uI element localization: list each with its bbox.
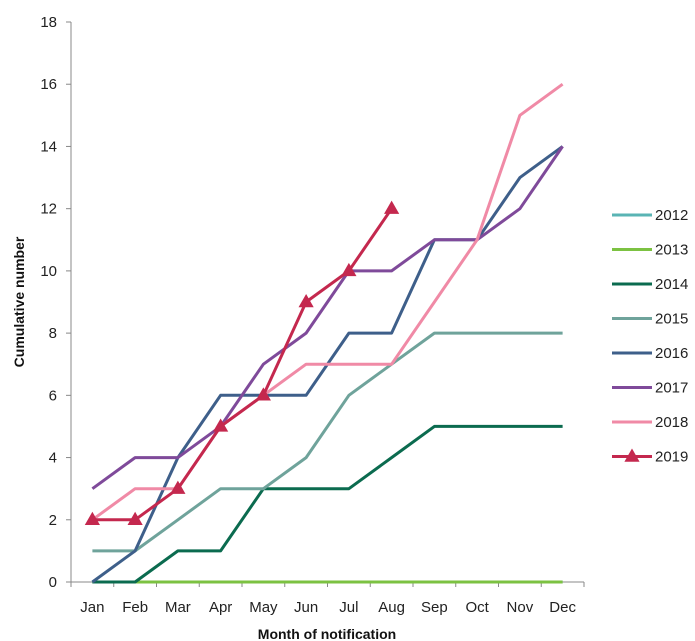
- x-axis-title: Month of notification: [258, 626, 396, 641]
- series-2019: [84, 200, 400, 525]
- y-tick-label: 18: [40, 14, 57, 31]
- data-point-2019: [298, 294, 314, 308]
- x-tick-label: Jul: [339, 599, 358, 616]
- x-tick-label: Mar: [165, 599, 191, 616]
- data-point-2019: [255, 387, 271, 401]
- data-point-2019: [384, 200, 400, 214]
- series-2018: [91, 82, 564, 522]
- y-tick-label: 10: [40, 263, 57, 280]
- x-tick-label: Apr: [209, 599, 232, 616]
- y-tick-label: 14: [40, 138, 57, 155]
- x-tick-label: Feb: [122, 599, 148, 616]
- x-tick-label: May: [249, 599, 278, 616]
- legend-item-2017: 2017: [612, 380, 688, 397]
- legend-label: 2018: [655, 414, 688, 431]
- series-line-2018: [91, 82, 564, 522]
- x-tick-label: Oct: [465, 599, 489, 616]
- y-tick-label: 12: [40, 201, 57, 218]
- series-2015: [92, 331, 563, 553]
- y-tick-label: 8: [49, 325, 57, 342]
- series-line-2014: [92, 424, 563, 584]
- data-point-2019: [170, 480, 186, 494]
- series-layer: [84, 82, 564, 584]
- x-tick-label: Jan: [80, 599, 104, 616]
- y-tick-label: 2: [49, 512, 57, 529]
- series-2014: [92, 424, 563, 584]
- legend-item-2018: 2018: [612, 414, 688, 431]
- legend-label: 2012: [655, 207, 688, 224]
- y-tick-label: 4: [49, 450, 57, 467]
- y-tick-label: 0: [49, 574, 57, 591]
- legend-label: 2019: [655, 449, 688, 466]
- legend-item-2016: 2016: [612, 345, 688, 362]
- y-tick-label: 6: [49, 387, 57, 404]
- legend-item-2012: 2012: [612, 207, 688, 224]
- legend-label: 2014: [655, 276, 688, 293]
- y-axis-title: Cumulative number: [11, 236, 27, 367]
- x-tick-label: Jun: [294, 599, 318, 616]
- legend-label: 2013: [655, 242, 688, 259]
- x-tick-label: Aug: [378, 599, 405, 616]
- legend-marker: [624, 448, 640, 462]
- y-tick-label: 16: [40, 76, 57, 93]
- series-line-2017: [91, 145, 564, 490]
- y-axis-ticks: 0 2 4 6 8 10 12 14 16 18: [40, 14, 71, 591]
- legend-label: 2017: [655, 380, 688, 397]
- data-point-2019: [213, 418, 229, 432]
- series-2017: [91, 145, 564, 490]
- legend: 2012 2013 2014 2015 2016 2017 2018 2019: [612, 207, 688, 466]
- x-axis-ticks: Jan Feb Mar Apr May Jun Jul Aug Sep Oct Nov Dec: [70, 582, 585, 616]
- x-tick-label: Sep: [421, 599, 448, 616]
- data-point-2019: [84, 511, 100, 525]
- legend-item-2014: 2014: [612, 276, 688, 293]
- legend-item-2019: 2019: [612, 448, 688, 466]
- x-tick-label: Nov: [507, 599, 534, 616]
- series-line-2015: [92, 331, 563, 553]
- x-tick-label: Dec: [549, 599, 576, 616]
- legend-label: 2015: [655, 311, 688, 328]
- legend-label: 2016: [655, 345, 688, 362]
- legend-item-2015: 2015: [612, 311, 688, 328]
- legend-item-2013: 2013: [612, 242, 688, 259]
- data-point-2019: [127, 511, 143, 525]
- data-point-2019: [341, 262, 357, 277]
